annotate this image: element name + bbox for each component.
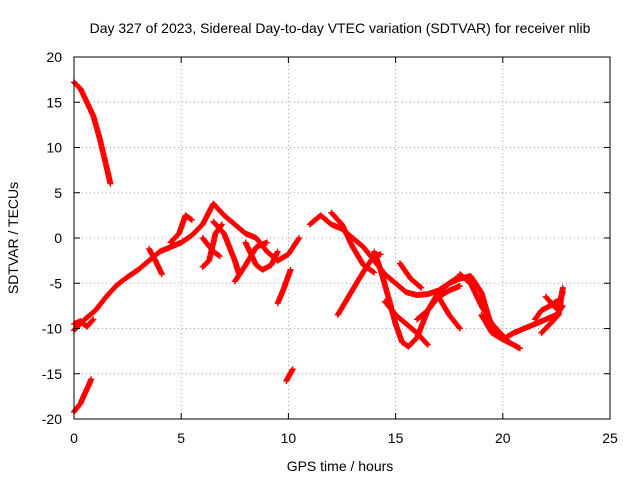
data-point-track-18: [396, 260, 425, 291]
data-point-track-22: [478, 311, 523, 352]
y-tick-label: 0: [54, 230, 62, 246]
y-tick-label: 5: [54, 185, 62, 201]
y-tick-label: -15: [42, 366, 62, 382]
x-tick-label: 10: [281, 430, 297, 446]
data-point-track-17: [381, 298, 431, 348]
data-point-track-0: [71, 79, 114, 187]
data-point-track-4: [146, 245, 165, 278]
x-tick-label: 25: [602, 430, 618, 446]
series-0: [71, 79, 566, 415]
data-point-track-21: [456, 271, 513, 346]
grid-layer: [74, 57, 610, 419]
tick-layer: 0 5 10 15 20 25 20 15 10 5 0 -5 -10 -15 -20: [42, 49, 618, 446]
data-point-track-25: [542, 289, 566, 312]
y-tick-label: 10: [46, 140, 62, 156]
data-point-track-8: [210, 218, 243, 278]
y-axis-label: SDTVAR / TECUs: [5, 182, 21, 294]
x-tick-label: 15: [388, 430, 404, 446]
y-tick-label: 15: [46, 94, 62, 110]
chart-title: Day 327 of 2023, Sidereal Day-to-day VTE…: [90, 20, 591, 36]
y-tick-label: -20: [42, 411, 62, 427]
y-tick-label: 20: [46, 49, 62, 65]
data-point-track-12: [283, 366, 296, 384]
y-tick-label: -5: [50, 275, 63, 291]
x-axis-label: GPS time / hours: [287, 458, 394, 474]
data-point-track-11: [274, 266, 294, 307]
x-tick-label: 0: [70, 430, 78, 446]
data-point-track-5: [167, 212, 195, 246]
data-point-track-10: [242, 239, 281, 273]
x-tick-label: 5: [177, 430, 185, 446]
data-marks: [71, 79, 566, 415]
data-point-track-20: [435, 293, 463, 332]
y-tick-label: -10: [42, 321, 62, 337]
x-tick-label: 20: [495, 430, 511, 446]
